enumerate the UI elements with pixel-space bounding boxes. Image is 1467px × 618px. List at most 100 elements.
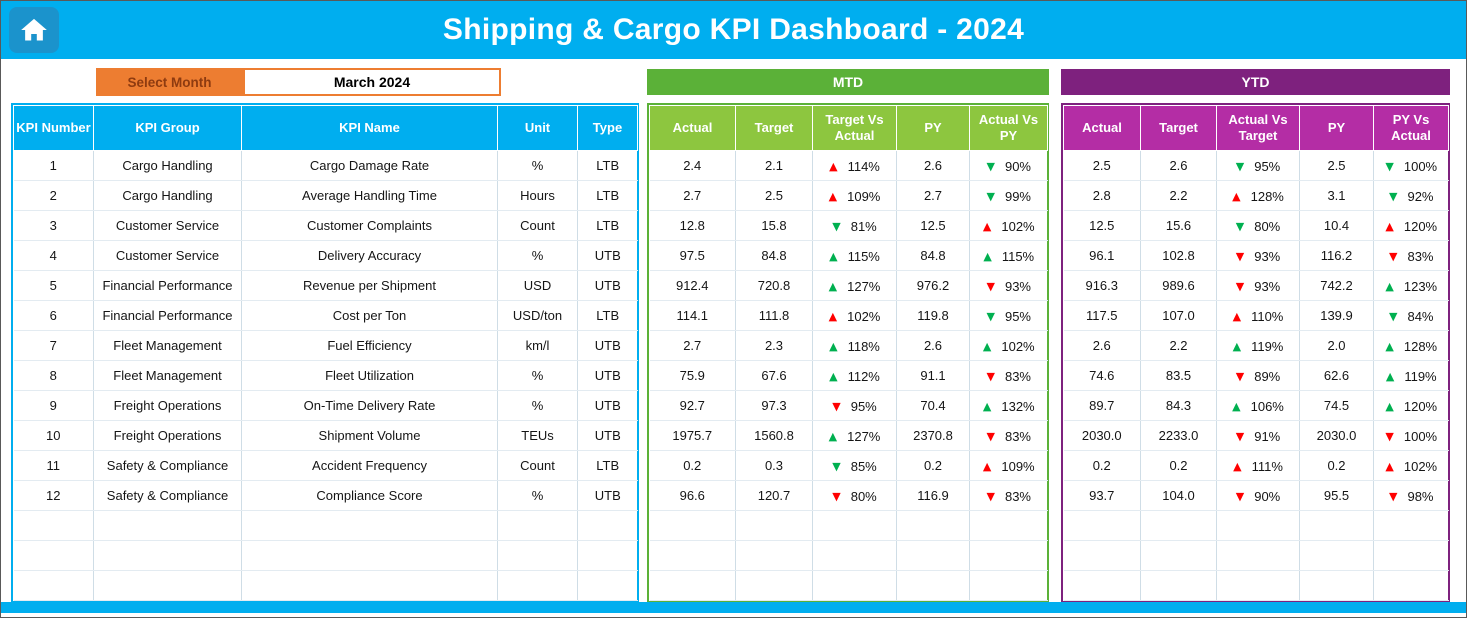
down-arrow-icon: ▼	[1235, 369, 1245, 383]
ytd-actual-cell: 12.5	[1063, 210, 1141, 241]
kpi-row: 7 Fleet Management Fuel Efficiency km/l UTB	[13, 330, 638, 361]
comparison-indicator: ▲ 132%	[983, 399, 1035, 414]
kpi-row: 8 Fleet Management Fleet Utilization% UTB	[13, 360, 638, 391]
type-cell: UTB	[577, 360, 638, 391]
comparison-indicator: ▼ 95%	[987, 309, 1032, 324]
kpi-group-cell: Financial Performance	[93, 300, 242, 331]
mtd-target-cell: 67.6	[735, 360, 813, 391]
mtd-target-cell: 0.3	[735, 450, 813, 481]
mtd-target-cell: 2.1	[735, 150, 813, 181]
comparison-value: 127%	[847, 428, 881, 444]
mtd-actual-vs-py-cell: ▲ 109%	[969, 450, 1048, 481]
down-arrow-icon: ▼	[986, 429, 995, 443]
mtd-target-vs-actual-cell: ▼ 81%	[812, 210, 897, 241]
ytd-py-cell: 10.4	[1299, 210, 1374, 241]
comparison-indicator: ▼ 100%	[1385, 159, 1437, 174]
mtd-actual-vs-py-cell: ▲ 132%	[969, 390, 1048, 421]
empty-cell	[497, 540, 578, 571]
selected-month-value[interactable]: March 2024	[243, 68, 501, 96]
empty-cell	[577, 510, 638, 541]
ytd-table-block: Actual Target Actual Vs Target PY PY Vs …	[1061, 103, 1450, 603]
comparison-indicator: ▲ 127%	[829, 279, 881, 294]
kpi-table-block: KPI Number KPI Group KPI Name Unit Type …	[11, 103, 639, 603]
comparison-value: 95%	[1254, 158, 1281, 174]
empty-cell	[497, 510, 578, 541]
empty-cell	[241, 510, 498, 541]
ytd-py-vs-actual-cell: ▲ 123%	[1373, 270, 1449, 301]
empty-cell	[812, 510, 897, 541]
mtd-py-cell: 2.6	[896, 150, 970, 181]
mtd-target-vs-actual-cell: ▲ 115%	[812, 240, 897, 271]
empty-cell	[1373, 570, 1449, 601]
mtd-row: 2.4 2.1 ▲ 114% 2.6 ▼ 90%	[649, 150, 1048, 181]
down-arrow-icon: ▼	[1235, 279, 1245, 293]
empty-cell	[812, 570, 897, 601]
mtd-actual-cell: 1975.7	[649, 420, 736, 451]
type-cell: LTB	[577, 210, 638, 241]
up-arrow-icon: ▲	[1232, 189, 1241, 203]
mtd-target-cell: 120.7	[735, 480, 813, 511]
comparison-value: 92%	[1407, 188, 1434, 204]
ytd-row: 916.3 989.6 ▼ 93% 742.2 ▲ 123%	[1063, 270, 1449, 301]
kpi-group-cell: Cargo Handling	[93, 180, 242, 211]
down-arrow-icon: ▼	[986, 369, 995, 383]
mtd-actual-cell: 2.7	[649, 330, 736, 361]
down-arrow-icon: ▼	[1385, 429, 1394, 443]
kpi-row: 3 Customer Service Customer Complaints Coun…	[13, 210, 638, 241]
kpi-number-cell: 1	[13, 150, 94, 181]
up-arrow-icon: ▲	[982, 219, 992, 233]
mtd-row: 96.6 120.7 ▼ 80% 116.9 ▼ 83%	[649, 480, 1048, 511]
up-arrow-icon: ▲	[1385, 279, 1394, 293]
comparison-value: 120%	[1403, 398, 1438, 414]
comparison-value: 106%	[1250, 398, 1284, 414]
mtd-target-cell: 97.3	[735, 390, 813, 421]
type-cell: LTB	[577, 450, 638, 481]
comparison-value: 93%	[1254, 248, 1281, 264]
type-cell: UTB	[577, 480, 638, 511]
ytd-row: 117.5 107.0 ▲ 110% 139.9 ▼ 84%	[1063, 300, 1449, 331]
home-button[interactable]	[9, 7, 59, 53]
ytd-py-vs-actual-cell: ▼ 100%	[1373, 420, 1449, 451]
comparison-value: 112%	[847, 368, 880, 384]
up-arrow-icon: ▲	[828, 189, 838, 203]
ytd-actual-vs-target-cell: ▲ 106%	[1216, 390, 1300, 421]
comparison-value: 93%	[1004, 278, 1031, 294]
comparison-value: 118%	[847, 338, 880, 354]
comparison-indicator: ▲ 102%	[1385, 459, 1437, 474]
mtd-row: 2.7 2.3 ▲ 118% 2.6 ▲ 102%	[649, 330, 1048, 361]
unit-cell: %	[497, 150, 578, 181]
ytd-target-cell: 15.6	[1140, 210, 1217, 241]
ytd-py-cell: 74.5	[1299, 390, 1374, 421]
kpi-row: 4 Customer Service Delivery Accuracy% UTB	[13, 240, 638, 271]
unit-cell: USD	[497, 270, 578, 301]
comparison-value: 102%	[1001, 218, 1035, 234]
empty-row	[1063, 570, 1449, 601]
empty-cell	[649, 510, 736, 541]
ytd-py-cell: 95.5	[1299, 480, 1374, 511]
comparison-value: 102%	[1403, 458, 1438, 474]
ytd-py-vs-actual-cell: ▼ 83%	[1373, 240, 1449, 271]
empty-cell	[969, 510, 1048, 541]
ytd-actual-cell: 2.6	[1063, 330, 1141, 361]
kpi-name-cell: Customer Complaints	[241, 210, 498, 241]
type-cell: UTB	[577, 390, 638, 421]
mtd-row: 114.1 111.8 ▲ 102% 119.8 ▼ 95%	[649, 300, 1048, 331]
ytd-target-cell: 2.2	[1140, 330, 1217, 361]
comparison-value: 119%	[1404, 368, 1437, 384]
mtd-py-cell: 2.6	[896, 330, 970, 361]
mtd-actual-cell: 2.4	[649, 150, 736, 181]
comparison-indicator: ▼ 83%	[1389, 249, 1434, 264]
empty-cell	[896, 570, 970, 601]
ytd-actual-cell: 2.5	[1063, 150, 1141, 181]
empty-row	[649, 510, 1048, 541]
comparison-indicator: ▲ 120%	[1385, 399, 1437, 414]
comparison-indicator: ▲ 128%	[1232, 189, 1284, 204]
mtd-target-header: Target	[735, 105, 813, 151]
mtd-target-vs-actual-cell: ▲ 114%	[812, 150, 897, 181]
comparison-indicator: ▲ 123%	[1385, 279, 1437, 294]
ytd-py-cell: 742.2	[1299, 270, 1374, 301]
ytd-actual-cell: 117.5	[1063, 300, 1141, 331]
ytd-py-cell: 0.2	[1299, 450, 1374, 481]
select-month-button[interactable]: Select Month	[96, 68, 243, 96]
up-arrow-icon: ▲	[828, 429, 838, 443]
